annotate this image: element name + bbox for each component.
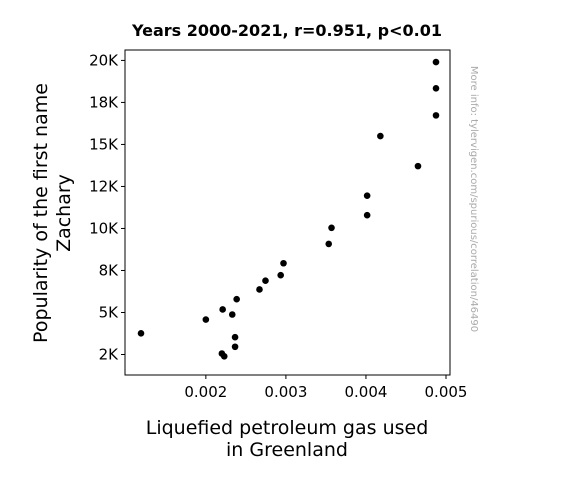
data-point [231,333,239,341]
data-point [432,58,440,66]
y-tick-label: 18K [89,93,119,111]
x-axis-label-line-1: Liquefied petroleum gas used [146,417,429,439]
data-point [363,211,371,219]
data-point [363,192,371,199]
data-point [219,306,226,313]
data-point [137,330,145,337]
x-tick-label: 0.003 [264,383,307,401]
plot-area: 0.002 0.003 0.004 0.005 2K 5K 8K 10K 12K 15K 18K 20… [89,49,468,401]
data-point [432,85,440,92]
y-tick-label: 5K [99,303,120,321]
y-axis-label-line-2: Zachary [53,174,75,252]
x-tick-label: 0.004 [344,383,387,401]
y-tick-label: 15K [89,135,119,153]
watermark: More info: tylervigen.com/spurious/corre… [468,66,479,332]
x-axis-label-line-2: in Greenland [226,439,348,461]
x-tick-label: 0.002 [184,383,227,401]
y-tick-label: 20K [89,51,119,69]
data-point [377,132,384,140]
data-point [432,112,440,119]
data-point [228,311,236,318]
data-point [233,295,240,303]
data-point [256,286,263,293]
y-axis-label-line-1: Popularity of the first name [30,83,52,343]
data-point [262,277,269,285]
y-tick-label: 2K [99,345,120,363]
plot-frame [124,49,451,376]
data-point [328,224,335,232]
x-tick-label: 0.005 [425,383,468,401]
chart-title: Years 2000-2021, r=0.951, p<0.01 [131,21,442,40]
data-point [277,271,284,279]
data-point [202,316,210,323]
y-tick-label: 10K [89,219,119,237]
y-tick-label: 12K [89,177,119,195]
data-point [325,240,333,248]
data-point [220,353,228,360]
data-point [231,343,239,351]
data-point [414,162,422,170]
y-tick-label: 8K [99,261,120,279]
data-point [280,259,287,267]
